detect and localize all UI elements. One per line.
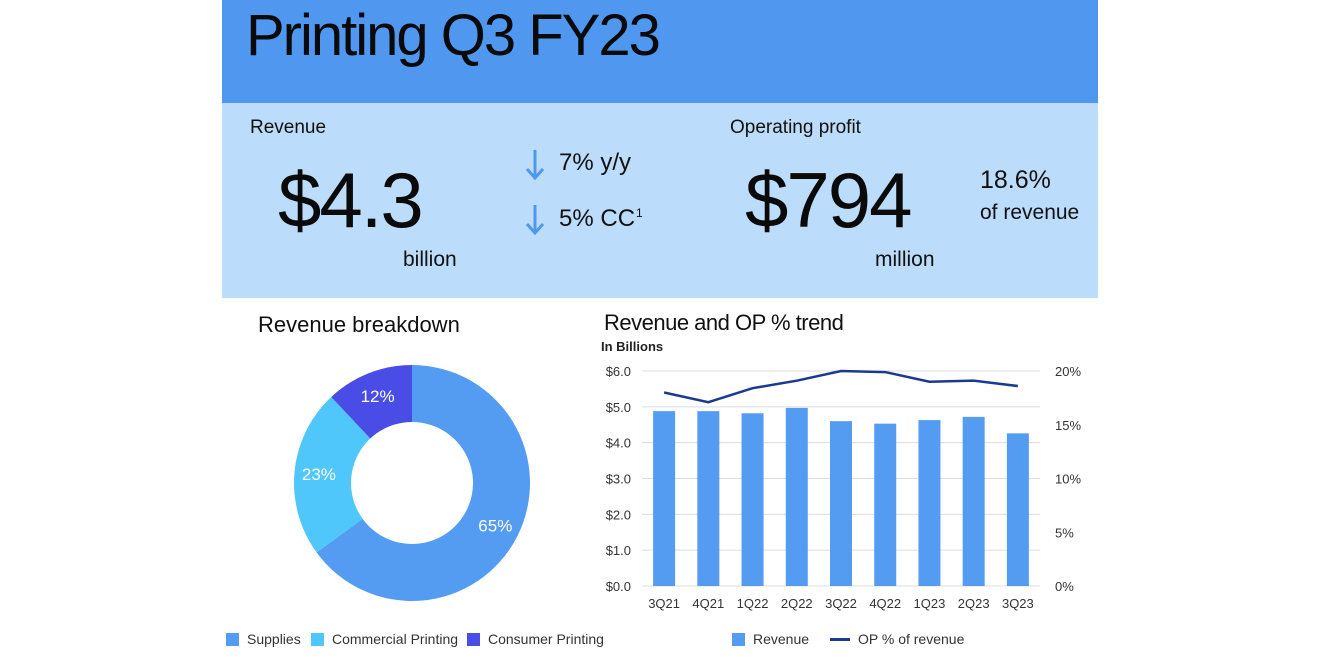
trend-title: Revenue and OP % trend [604,310,844,335]
revenue-bar [830,421,852,586]
revenue-bar [741,413,764,586]
donut-slice-0 [316,365,530,601]
legend-label-commercial: Commercial Printing [332,631,459,647]
revenue-bar [697,411,720,586]
donut-slice-label-1: 23% [302,465,336,484]
cc-change: 5% CC1 [559,205,643,233]
yoy-change-text: 7% y/y [559,149,632,176]
revenue-unit: billion [403,248,457,271]
op-margin-value: 18.6% [980,166,1051,194]
yoy-change: 7% y/y [559,149,631,177]
revenue-bar [962,416,985,586]
cc-change-text: 5% CC [559,205,636,232]
x-tick-label: 1Q22 [737,596,769,611]
y-left-tick-label: $4.0 [606,436,631,451]
donut-title: Revenue breakdown [258,312,460,337]
y-left-tick-label: $6.0 [606,364,631,379]
donut-slice-label-0: 65% [478,516,512,535]
op-profit-unit: million [875,248,935,271]
legend-item-op: OP % of revenue [830,631,964,647]
donut-slice-2 [331,365,412,439]
revenue-bar [653,411,676,586]
y-right-tick-label: 0% [1055,579,1074,594]
legend-label-revenue: Revenue [753,631,810,647]
revenue-value: $4.3 [278,156,424,244]
legend-swatch-commercial [311,632,324,646]
legend-item-supplies: Supplies [226,631,301,647]
legend-item-revenue: Revenue [732,631,809,647]
footnote-marker: 1 [636,206,643,220]
legend-swatch-op [830,637,850,641]
revenue-label: Revenue [250,117,327,138]
op-profit-value: $794 [745,156,913,244]
legend-label-op: OP % of revenue [858,631,965,647]
revenue-bar [785,407,808,586]
revenue-bar [874,423,897,586]
y-left-tick-label: $3.0 [606,472,631,487]
legend-label-consumer: Consumer Printing [488,631,604,647]
x-tick-label: 2Q22 [781,596,813,611]
revenue-bar [1006,433,1029,586]
donut-slice-1 [294,396,371,553]
x-tick-label: 3Q23 [1002,596,1034,611]
x-tick-label: 3Q21 [648,596,680,611]
page-title: Printing Q3 FY23 [246,3,661,68]
x-tick-label: 3Q22 [825,596,857,611]
op-profit-label: Operating profit [730,117,861,138]
arrow-down-icon [525,205,545,236]
kpi-panel [222,103,1098,298]
header-banner [222,0,1098,103]
legend-swatch-revenue [732,632,745,646]
x-tick-label: 1Q23 [914,596,946,611]
trend-subtitle: In Billions [601,339,664,354]
y-left-tick-label: $1.0 [606,543,631,558]
y-left-tick-label: $5.0 [606,400,631,415]
x-tick-label: 2Q23 [958,596,990,611]
y-right-tick-label: 10% [1055,472,1081,487]
x-tick-label: 4Q21 [692,596,724,611]
donut-slice-label-2: 12% [361,387,395,406]
y-left-tick-label: $2.0 [606,507,631,522]
legend-swatch-consumer [467,632,480,646]
y-right-tick-label: 20% [1055,364,1081,379]
revenue-bar [918,420,941,586]
op-percent-line [663,369,1019,404]
y-right-tick-label: 5% [1055,525,1074,540]
legend-item-commercial: Commercial Printing [311,631,458,647]
legend-swatch-supplies [226,632,239,646]
legend-item-consumer: Consumer Printing [467,631,604,647]
y-left-tick-label: $0.0 [606,579,631,594]
op-margin-text: of revenue [980,201,1080,224]
legend-label-supplies: Supplies [247,631,301,647]
arrow-down-icon [525,150,545,181]
y-right-tick-label: 15% [1055,418,1081,433]
x-tick-label: 4Q22 [869,596,901,611]
